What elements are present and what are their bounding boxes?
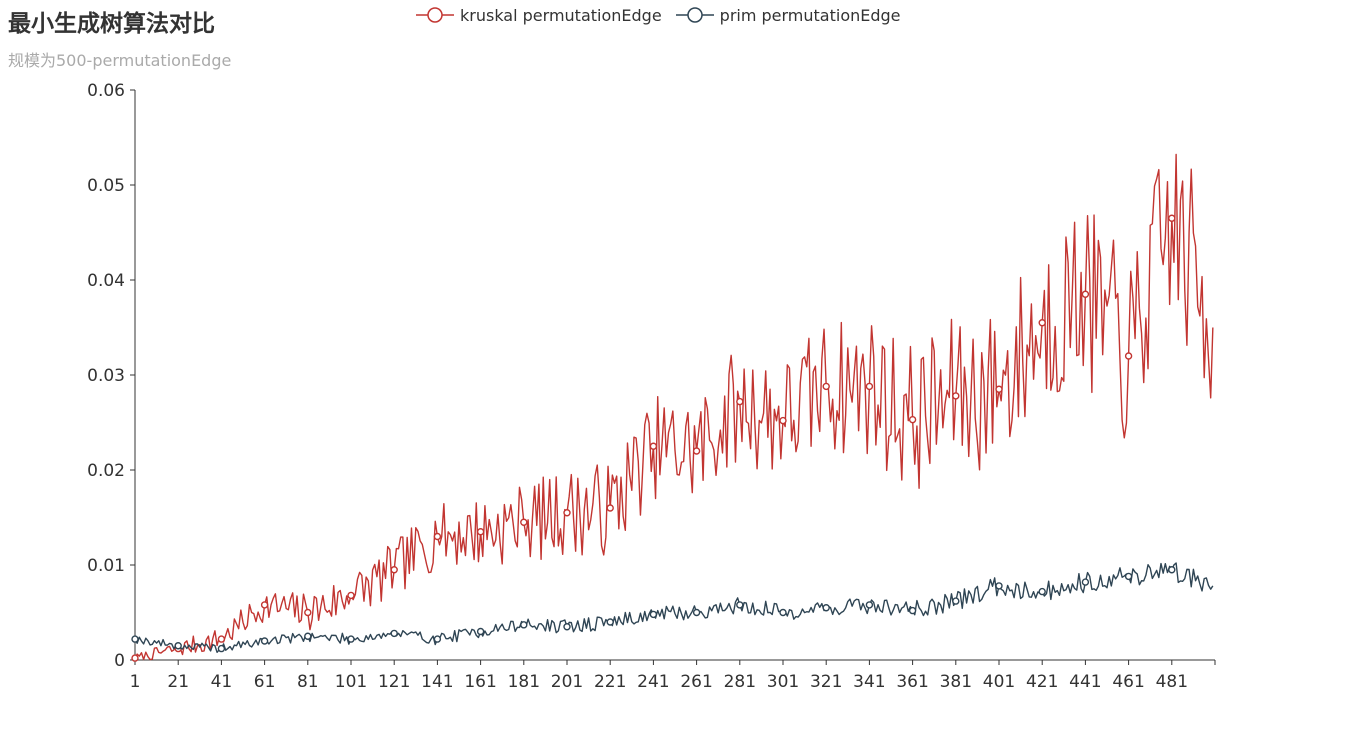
data-point xyxy=(433,635,442,643)
x-tick-label: 121 xyxy=(378,672,410,692)
x-tick-label: 81 xyxy=(297,672,319,692)
x-tick-label: 241 xyxy=(637,672,669,692)
data-point xyxy=(606,618,614,626)
x-tick-label: 421 xyxy=(1026,672,1058,692)
data-point xyxy=(217,644,226,653)
y-tick-label: 0.05 xyxy=(87,176,125,196)
data-point xyxy=(1168,214,1176,222)
x-tick-label: 441 xyxy=(1069,672,1101,692)
data-point xyxy=(649,442,658,450)
data-point xyxy=(865,382,874,391)
legend-marker-icon xyxy=(416,7,454,23)
data-point xyxy=(174,642,182,650)
legend-label-prim: prim permutationEdge xyxy=(719,5,901,25)
data-point xyxy=(822,604,830,612)
data-point xyxy=(347,591,355,600)
data-point xyxy=(304,632,312,640)
y-tick-label: 0.01 xyxy=(87,556,125,576)
data-point xyxy=(865,601,874,609)
x-tick-label: 21 xyxy=(167,672,189,692)
y-tick-label: 0.06 xyxy=(87,81,125,101)
x-tick-label: 321 xyxy=(810,672,842,692)
x-tick-label: 461 xyxy=(1112,672,1144,692)
data-point xyxy=(260,637,269,645)
x-tick-label: 61 xyxy=(254,672,276,692)
data-point xyxy=(736,601,744,609)
series-line xyxy=(134,562,1214,653)
data-point xyxy=(995,582,1003,590)
data-point xyxy=(1081,290,1090,298)
x-tick-label: 341 xyxy=(853,672,885,692)
series-layer xyxy=(131,153,1214,662)
legend-item-kruskal[interactable]: kruskal permutationEdge xyxy=(416,5,662,25)
data-point xyxy=(1124,352,1133,360)
x-tick-label: 281 xyxy=(724,672,756,692)
x-tick-label: 161 xyxy=(464,672,496,692)
data-point xyxy=(347,635,355,643)
data-point xyxy=(1081,578,1090,586)
data-point xyxy=(433,532,442,541)
data-point xyxy=(260,601,269,609)
x-tick-label: 41 xyxy=(211,672,233,692)
data-point xyxy=(779,416,787,425)
x-tick-label: 261 xyxy=(680,672,712,692)
data-point xyxy=(1124,572,1133,581)
data-point xyxy=(995,385,1003,393)
data-point xyxy=(952,392,960,400)
legend-marker-icon xyxy=(675,7,714,23)
x-tick-label: 401 xyxy=(983,672,1015,692)
x-tick-label: 361 xyxy=(896,672,928,692)
x-tick-label: 201 xyxy=(551,672,583,692)
x-tick-label: 1 xyxy=(130,672,141,692)
axes: 00.010.020.030.040.050.061 21 41 61 81 101 121… xyxy=(87,81,1216,692)
data-point xyxy=(908,606,917,615)
data-point xyxy=(390,629,398,638)
data-point xyxy=(1168,566,1176,574)
y-tick-label: 0.02 xyxy=(87,461,125,481)
series-prim xyxy=(131,562,1214,653)
data-point xyxy=(476,528,485,536)
data-point xyxy=(217,635,226,643)
legend: kruskal permutationEdge prim permutation… xyxy=(416,5,915,25)
x-tick-label: 101 xyxy=(335,672,367,692)
legend-item-prim[interactable]: prim permutationEdge xyxy=(675,5,901,25)
y-tick-label: 0.04 xyxy=(87,271,125,291)
data-point xyxy=(520,518,528,526)
data-point xyxy=(390,566,398,574)
data-point xyxy=(779,608,787,617)
legend-label-kruskal: kruskal permutationEdge xyxy=(460,5,662,25)
x-tick-label: 381 xyxy=(940,672,972,692)
data-point xyxy=(649,610,658,619)
chart-subtitle: 规模为500-permutationEdge xyxy=(8,51,232,70)
data-point xyxy=(563,509,571,517)
data-point xyxy=(304,608,312,617)
series-kruskal xyxy=(131,153,1214,662)
data-point xyxy=(736,397,744,406)
data-point xyxy=(822,382,830,391)
data-point xyxy=(692,608,701,617)
data-point xyxy=(131,654,139,662)
x-tick-label: 181 xyxy=(508,672,540,692)
data-point xyxy=(131,635,139,643)
data-point xyxy=(476,627,485,636)
data-point xyxy=(563,623,571,631)
x-tick-label: 221 xyxy=(594,672,626,692)
data-point xyxy=(952,597,960,605)
data-point xyxy=(606,504,614,512)
data-point xyxy=(1038,587,1046,596)
x-tick-label: 141 xyxy=(421,672,453,692)
data-point xyxy=(908,415,917,424)
x-tick-label: 301 xyxy=(767,672,799,692)
data-point xyxy=(692,447,701,455)
chart-title: 最小生成树算法对比 xyxy=(8,11,215,37)
y-tick-label: 0 xyxy=(114,651,125,671)
data-point xyxy=(174,644,182,653)
y-tick-label: 0.03 xyxy=(87,366,125,386)
x-tick-label: 481 xyxy=(1156,672,1188,692)
data-point xyxy=(520,621,528,629)
series-line xyxy=(134,153,1214,661)
data-point xyxy=(1038,319,1046,327)
